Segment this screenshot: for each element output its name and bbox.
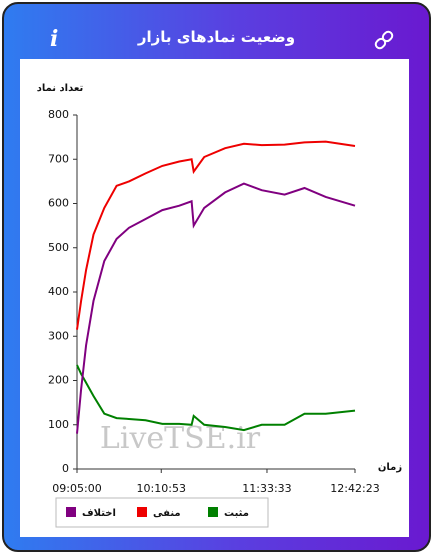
x-tick-label: 10:10:53 [137, 482, 186, 495]
x-axis-label: زمان [378, 462, 402, 473]
link-icon-layer [374, 30, 394, 50]
legend-swatch [208, 507, 218, 517]
y-axis-label: تعداد نماد [37, 83, 84, 94]
y-tick-label: 700 [48, 152, 69, 165]
panel [20, 59, 409, 537]
y-tick-label: 300 [48, 329, 69, 342]
link-icon[interactable] [374, 30, 394, 50]
y-tick-label: 200 [48, 374, 69, 387]
line [76, 364, 356, 432]
y-tick-label: 100 [48, 418, 69, 431]
line [76, 140, 356, 330]
y-tick-label: 800 [48, 108, 69, 121]
legend-swatch [137, 507, 147, 517]
legend-label: منفی [153, 508, 181, 519]
x-tick-label: 09:05:00 [52, 482, 101, 495]
legend-label: مثبت [224, 508, 249, 519]
watermark: LiveTSE.ir [100, 421, 261, 456]
info-icon[interactable]: i [50, 26, 59, 52]
legend-swatch [66, 507, 76, 517]
y-tick-label: 400 [48, 285, 69, 298]
x-tick-label: 12:42:23 [330, 482, 379, 495]
y-tick-label: 600 [48, 197, 69, 210]
x-tick-label: 11:33:33 [242, 482, 291, 495]
line [76, 182, 356, 434]
title: وضعیت نمادهای بازار [137, 28, 296, 46]
legend-box [55, 497, 269, 528]
y-tick-label: 0 [62, 462, 69, 475]
y-tick-label: 500 [48, 241, 69, 254]
legend-label: اختلاف [82, 508, 116, 519]
